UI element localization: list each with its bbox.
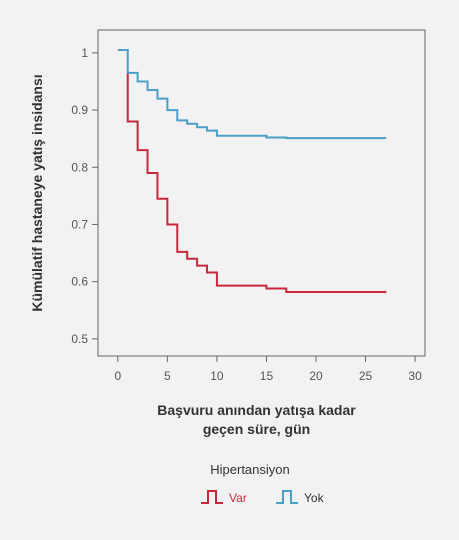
legend-label-var: Var <box>229 491 247 505</box>
y-axis-label: Kümülatif hastaneye yatış insidansı <box>29 74 45 311</box>
legend-label-yok: Yok <box>304 491 325 505</box>
x-tick-label: 10 <box>210 369 224 383</box>
legend-title: Hipertansiyon <box>210 462 290 477</box>
x-tick-label: 5 <box>164 369 171 383</box>
legend-marker-var <box>201 490 223 504</box>
plot-area-frame <box>97 29 426 357</box>
x-tick-label: 0 <box>114 369 121 383</box>
y-tick-label: 0.7 <box>71 217 88 231</box>
series-line-yok <box>117 49 387 140</box>
series-layer <box>117 49 387 294</box>
x-tick-label: 15 <box>260 369 274 383</box>
x-axis-label-line-1: Başvuru anından yatışa kadar <box>157 402 356 418</box>
x-tick-label: 25 <box>359 369 373 383</box>
y-tick-label: 0.9 <box>71 103 88 117</box>
series-line-var <box>126 72 387 294</box>
y-tick-label: 0.6 <box>71 275 88 289</box>
x-tick-label: 20 <box>309 369 323 383</box>
x-tick-label: 30 <box>408 369 422 383</box>
y-tick-label: 0.8 <box>71 160 88 174</box>
y-tick-label: 1 <box>81 46 88 60</box>
x-axis-label-line-2: geçen süre, gün <box>203 421 310 437</box>
legend-marker-yok <box>276 490 298 504</box>
legend: Hipertansiyon Var Yok <box>201 462 325 505</box>
y-axis: 0.5 0.6 0.7 0.8 0.9 1 <box>71 46 98 346</box>
y-tick-label: 0.5 <box>71 332 88 346</box>
x-axis: 0 5 10 15 20 25 30 <box>114 356 422 383</box>
